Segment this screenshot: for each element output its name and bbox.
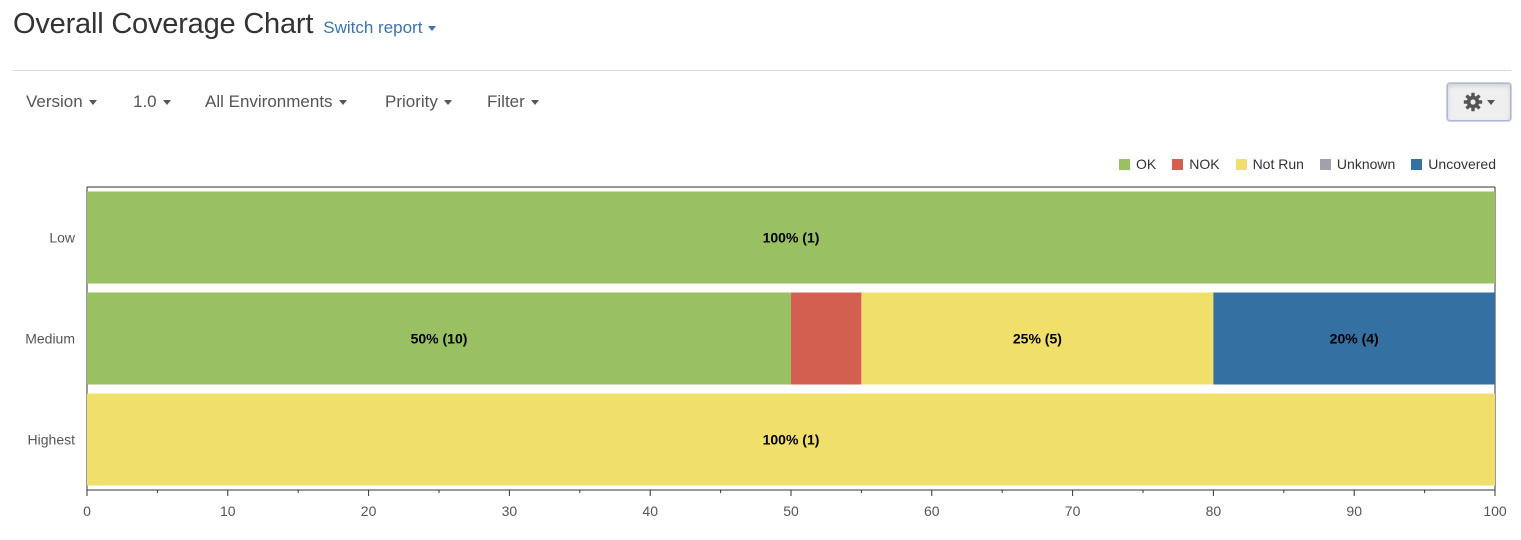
x-tick-label: 40 bbox=[642, 503, 658, 519]
bar-label: 50% (10) bbox=[411, 331, 468, 347]
gear-icon bbox=[1463, 92, 1483, 112]
legend-label: Unknown bbox=[1336, 156, 1396, 172]
legend-item-nok[interactable]: NOK bbox=[1172, 156, 1220, 172]
legend-swatch bbox=[1411, 158, 1423, 170]
version-number-dropdown[interactable]: 1.0 bbox=[133, 82, 171, 122]
priority-dropdown[interactable]: Priority bbox=[385, 82, 452, 122]
bar-label: 100% (1) bbox=[763, 432, 820, 448]
bar-segment-uncovered[interactable] bbox=[1213, 292, 1495, 385]
header-divider bbox=[13, 70, 1511, 71]
x-tick-label: 0 bbox=[83, 503, 91, 519]
caret-down-icon bbox=[1487, 99, 1495, 105]
y-tick-label: Highest bbox=[28, 432, 76, 448]
legend-swatch bbox=[1172, 158, 1184, 170]
filter-dropdown-label: Filter bbox=[487, 92, 525, 111]
bar-segment-ok[interactable] bbox=[87, 191, 1495, 284]
page-title: Overall Coverage Chart bbox=[13, 8, 314, 40]
caret-down-icon bbox=[443, 99, 452, 105]
x-tick-label: 30 bbox=[502, 503, 518, 519]
legend-swatch bbox=[1319, 158, 1331, 170]
x-tick-label: 50 bbox=[783, 503, 799, 519]
bar-segment-not-run[interactable] bbox=[87, 393, 1495, 486]
priority-dropdown-label: Priority bbox=[385, 92, 438, 111]
version-dropdown[interactable]: Version bbox=[26, 82, 97, 122]
legend-label: OK bbox=[1135, 156, 1157, 172]
filter-dropdown[interactable]: Filter bbox=[487, 82, 539, 122]
header: Overall Coverage Chart Switch report bbox=[13, 8, 437, 52]
x-tick-label: 100 bbox=[1483, 503, 1507, 519]
x-tick-label: 70 bbox=[1065, 503, 1081, 519]
legend-label: NOK bbox=[1189, 156, 1220, 172]
y-tick-label: Low bbox=[49, 230, 76, 246]
environments-dropdown[interactable]: All Environments bbox=[205, 82, 347, 122]
settings-button[interactable] bbox=[1447, 83, 1511, 121]
environments-dropdown-label: All Environments bbox=[205, 92, 333, 111]
x-tick-label: 60 bbox=[924, 503, 940, 519]
legend-item-unknown[interactable]: Unknown bbox=[1319, 156, 1396, 172]
chart-legend: OK NOK Not Run Unknown Uncovered bbox=[1103, 156, 1496, 172]
legend-item-ok[interactable]: OK bbox=[1118, 156, 1157, 172]
filter-toolbar: Version 1.0 All Environments Priority Fi… bbox=[13, 82, 1511, 122]
x-tick-label: 10 bbox=[220, 503, 236, 519]
caret-down-icon bbox=[88, 99, 97, 105]
legend-swatch bbox=[1235, 158, 1247, 170]
x-tick-label: 20 bbox=[361, 503, 377, 519]
bar-segment-not-run[interactable] bbox=[861, 292, 1214, 385]
legend-item-uncovered[interactable]: Uncovered bbox=[1411, 156, 1496, 172]
bar-label: 25% (5) bbox=[1013, 331, 1062, 347]
caret-down-icon bbox=[338, 99, 347, 105]
legend-swatch bbox=[1118, 158, 1130, 170]
switch-report-dropdown[interactable]: Switch report bbox=[323, 18, 437, 38]
caret-down-icon bbox=[530, 99, 539, 105]
bar-label: 100% (1) bbox=[763, 230, 820, 246]
caret-down-icon bbox=[428, 25, 437, 31]
x-tick-label: 80 bbox=[1206, 503, 1222, 519]
coverage-chart: 100% (1) Low 50% (10) 25% (5) 20% (4) Medium 1… bbox=[25, 186, 1507, 519]
bar-segment-ok[interactable] bbox=[87, 292, 791, 385]
y-tick-label: Medium bbox=[25, 331, 75, 347]
legend-item-not-run[interactable]: Not Run bbox=[1235, 156, 1304, 172]
bar-segment-nok[interactable] bbox=[791, 292, 862, 385]
legend-label: Not Run bbox=[1252, 156, 1304, 172]
version-number-dropdown-label: 1.0 bbox=[133, 92, 157, 111]
legend-label: Uncovered bbox=[1428, 156, 1496, 172]
switch-report-label: Switch report bbox=[323, 18, 423, 37]
caret-down-icon bbox=[162, 99, 171, 105]
bar-label: 20% (4) bbox=[1330, 331, 1379, 347]
version-dropdown-label: Version bbox=[26, 92, 83, 111]
x-tick-label: 90 bbox=[1346, 503, 1362, 519]
